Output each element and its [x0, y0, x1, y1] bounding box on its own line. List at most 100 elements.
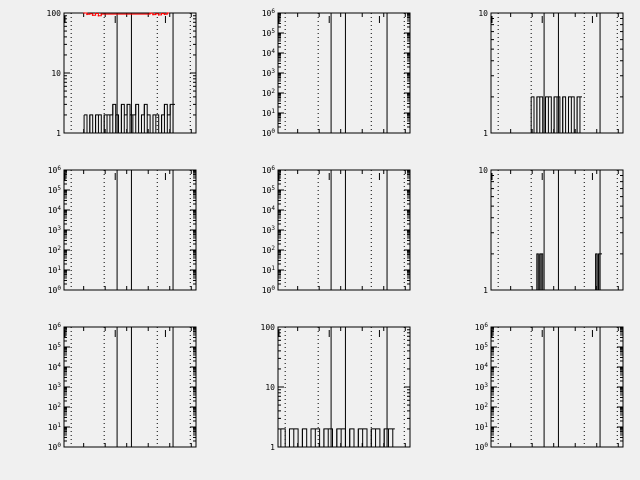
panel-det-3: 1 10: [478, 9, 624, 138]
y-tick-label-exponent: 0: [484, 442, 488, 449]
y-tick-label: 10: [265, 383, 275, 392]
y-tick-label-exponent: 4: [57, 362, 61, 369]
y-tick-label: 103: [262, 68, 276, 78]
y-tick-label-exponent: 0: [57, 285, 61, 292]
y-tick-label-base: 10: [48, 266, 58, 275]
y-tick-label-exponent: 4: [271, 205, 275, 212]
y-tick-label-exponent: 2: [57, 402, 61, 409]
series-line: [531, 96, 582, 134]
y-tick-label: 104: [475, 362, 489, 372]
y-tick-label-exponent: 3: [271, 68, 275, 75]
series-line: [84, 103, 175, 134]
y-tick-label-base: 10: [262, 206, 272, 215]
y-tick-label-base: 10: [262, 89, 272, 98]
y-tick-label: 103: [475, 382, 489, 392]
y-tick-label-base: 10: [475, 443, 485, 452]
y-tick-label-exponent: 2: [57, 245, 61, 252]
y-tick-label-base: 10: [48, 343, 58, 352]
y-tick-label: 100: [48, 285, 62, 295]
y-tick-label: 1: [483, 129, 488, 138]
y-tick-label: 105: [475, 342, 489, 352]
y-tick-label-base: 10: [262, 266, 272, 275]
y-tick-label: 106: [262, 8, 276, 18]
y-tick-label: 100: [261, 323, 276, 332]
series-0: [83, 103, 175, 134]
series-line: [280, 428, 395, 448]
plot-frame: [277, 12, 411, 134]
y-tick-label: 1: [270, 443, 275, 452]
y-tick-label-base: 10: [475, 343, 485, 352]
y-tick-label-base: 10: [262, 69, 272, 78]
y-tick-label-base: 10: [262, 166, 272, 175]
y-tick-label-base: 10: [475, 423, 485, 432]
y-tick-label-exponent: 1: [271, 265, 275, 272]
panel-det-8: 1 10 100: [261, 323, 411, 452]
y-tick-label: 100: [475, 442, 489, 452]
y-tick-label: 105: [48, 342, 62, 352]
y-tick-label-exponent: 5: [271, 28, 275, 35]
y-tick-label: 103: [262, 225, 276, 235]
plot-frame: [277, 169, 411, 291]
y-tick-label: 101: [48, 422, 62, 432]
series-1: [83, 12, 170, 17]
y-tick-label-base: 10: [262, 186, 272, 195]
y-tick-label: 101: [262, 108, 276, 118]
y-tick-label-exponent: 5: [271, 185, 275, 192]
y-tick-label: 105: [48, 185, 62, 195]
y-tick-label-exponent: 2: [484, 402, 488, 409]
panel-det-1: 1 10 100: [47, 9, 197, 138]
y-tick-label-exponent: 1: [57, 422, 61, 429]
y-tick-label-base: 10: [262, 286, 272, 295]
y-tick-label: 106: [262, 165, 276, 175]
y-tick-label-base: 10: [262, 49, 272, 58]
y-tick-label: 10: [51, 69, 61, 78]
y-tick-label: 10: [478, 166, 488, 175]
plot-frame: [63, 169, 197, 291]
y-tick-label: 104: [262, 205, 276, 215]
y-tick-label-exponent: 1: [271, 108, 275, 115]
y-tick-label-exponent: 6: [271, 165, 275, 172]
y-tick-label-base: 10: [48, 246, 58, 255]
y-tick-label-base: 10: [48, 423, 58, 432]
series-0: [530, 96, 582, 134]
y-tick-label: 102: [262, 88, 276, 98]
y-tick-label-exponent: 3: [57, 225, 61, 232]
y-tick-label: 102: [475, 402, 489, 412]
y-tick-label-base: 10: [48, 226, 58, 235]
y-tick-label-base: 10: [48, 323, 58, 332]
y-tick-label-base: 10: [262, 109, 272, 118]
y-tick-label-exponent: 5: [57, 185, 61, 192]
y-tick-label-base: 10: [262, 9, 272, 18]
y-tick-label-base: 10: [262, 29, 272, 38]
y-tick-label-exponent: 1: [484, 422, 488, 429]
y-tick-label: 101: [475, 422, 489, 432]
y-tick-label: 106: [48, 165, 62, 175]
y-tick-label-exponent: 2: [271, 88, 275, 95]
y-tick-label: 104: [48, 205, 62, 215]
y-tick-label-base: 10: [475, 403, 485, 412]
panel-det-6: 1 10: [478, 166, 624, 295]
series-0: [280, 428, 395, 448]
y-tick-label-exponent: 5: [484, 342, 488, 349]
y-tick-label-exponent: 4: [57, 205, 61, 212]
series-line: [535, 253, 602, 291]
y-tick-label-exponent: 0: [271, 285, 275, 292]
plot-frame: [490, 169, 624, 291]
y-tick-label: 104: [262, 48, 276, 58]
y-tick-label-exponent: 6: [57, 165, 61, 172]
y-tick-label-exponent: 2: [271, 245, 275, 252]
y-tick-label: 100: [47, 9, 62, 18]
series-line: [84, 12, 170, 17]
y-tick-label-exponent: 0: [57, 442, 61, 449]
y-tick-label-base: 10: [48, 403, 58, 412]
y-tick-label-base: 10: [48, 166, 58, 175]
y-tick-label: 100: [48, 442, 62, 452]
y-tick-label-exponent: 3: [484, 382, 488, 389]
y-tick-label: 1: [56, 129, 61, 138]
y-tick-label-exponent: 3: [57, 382, 61, 389]
y-tick-label: 10: [478, 9, 488, 18]
y-tick-label: 101: [262, 265, 276, 275]
